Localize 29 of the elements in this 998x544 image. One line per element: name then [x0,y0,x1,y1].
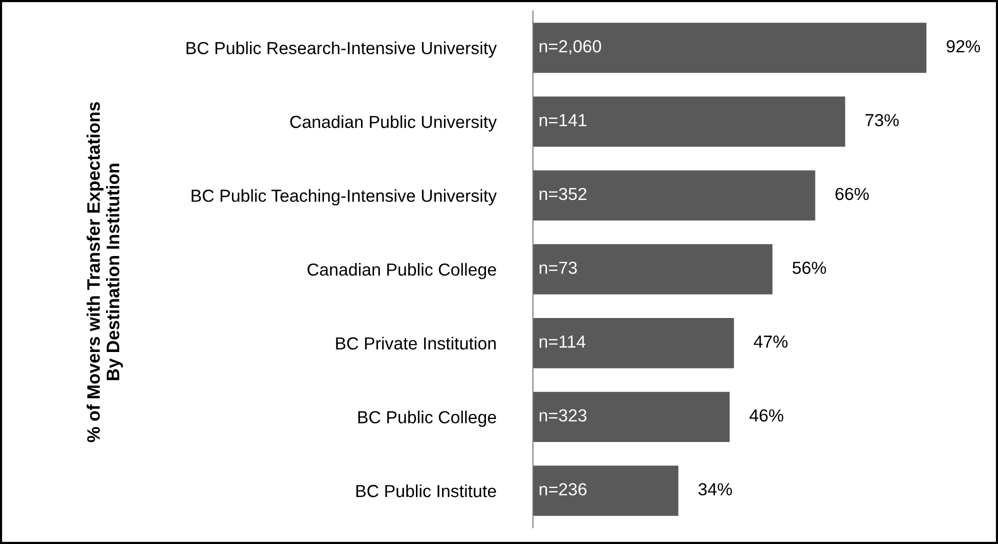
annotation: n=323 [540,409,586,422]
annotation: n=236 [540,483,586,496]
data-label: 46% [750,409,784,422]
bar [532,392,730,442]
data-label: 47% [754,336,788,348]
annotation: n=352 [540,188,586,200]
y-axis-title: % of Movers with Transfer Expectations By Destination Institution [86,102,123,442]
y-tick-label: BC Private Institution [336,336,496,350]
bar [532,244,772,294]
data-label: 34% [698,483,732,496]
data-label: 66% [836,188,869,200]
data-label: 92% [946,40,980,52]
bar [532,318,734,368]
annotation: n=73 [540,262,577,274]
data-label: 73% [866,114,899,126]
annotation: n=2,060 [540,40,602,55]
bar [532,96,846,147]
y-tick-label: Canadian Public University [290,115,497,132]
bar [532,170,816,221]
y-tick-label: BC Public Institute [356,484,496,498]
y-tick-label: BC Public College [358,410,496,427]
y-tick-label: BC Public Research-Intensive University [186,42,497,58]
bar [532,22,926,73]
annotation: n=141 [540,114,586,126]
data-label: 56% [792,262,826,274]
bar [532,466,678,516]
annotation: n=114 [540,336,586,348]
y-tick-label: Canadian Public College [308,262,496,280]
y-tick-label: BC Public Teaching-Intensive University [192,189,497,206]
